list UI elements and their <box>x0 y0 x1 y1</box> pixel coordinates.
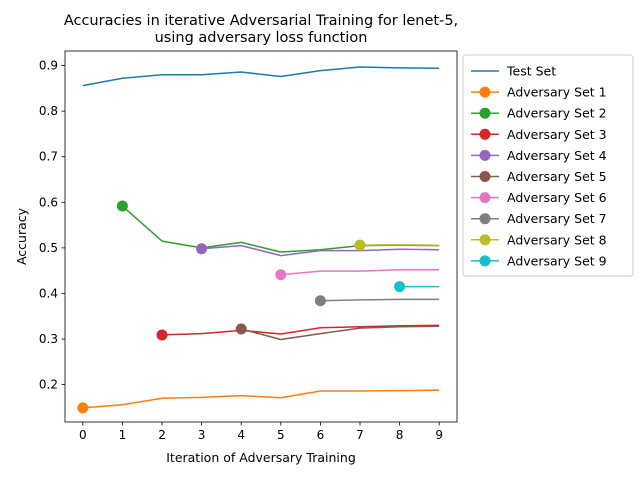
series-line <box>241 325 440 341</box>
x-tick-label: 2 <box>158 428 166 442</box>
legend-label: Adversary Set 9 <box>507 253 607 268</box>
axes: 0 1 2 3 4 5 6 7 8 9 0.2 0.3 0.4 0.5 0.6 0.7 0.8 0.9 Iterat… <box>14 50 458 465</box>
legend-swatch-marker <box>479 171 491 182</box>
legend-swatch-marker <box>479 255 491 267</box>
axes-frame <box>64 50 458 423</box>
x-tick-label: 9 <box>435 428 443 442</box>
x-tick-label: 0 <box>79 428 87 442</box>
y-axis-label: Accuracy <box>14 207 29 265</box>
series-start-marker <box>77 402 89 414</box>
series-start-marker <box>314 295 326 307</box>
y-tick-label: 0.8 <box>39 104 58 118</box>
y-tick-label: 0.6 <box>39 195 58 209</box>
x-tick-label: 6 <box>317 428 325 442</box>
legend-label: Adversary Set 7 <box>507 211 607 226</box>
series-start-marker <box>354 239 366 251</box>
y-tick-label: 0.2 <box>39 378 58 392</box>
chart-title-line: using adversary loss function <box>155 30 368 46</box>
series-start-marker <box>156 329 168 341</box>
legend-label: Adversary Set 6 <box>507 190 607 205</box>
series-line <box>320 298 440 302</box>
series-line <box>280 269 440 276</box>
series-start-marker <box>196 243 208 255</box>
x-tick-label: 4 <box>237 428 245 442</box>
legend-label: Adversary Set 4 <box>507 148 607 163</box>
x-tick-label: 8 <box>396 428 404 442</box>
legend-box <box>462 54 634 277</box>
x-tick-label: 5 <box>277 428 285 442</box>
legend-swatch-marker <box>479 128 491 140</box>
legend-swatch-marker <box>479 234 491 246</box>
legend-swatch-marker <box>479 149 491 161</box>
y-tick-label: 0.3 <box>39 332 58 346</box>
series-start-marker <box>394 281 406 293</box>
legend-swatch-marker <box>479 213 491 225</box>
series-line <box>82 66 440 87</box>
chart-title: Accuracies in iterative Adversarial Trai… <box>64 13 458 46</box>
x-tick-label: 3 <box>198 428 206 442</box>
series-line <box>82 389 440 409</box>
series-line <box>359 243 440 246</box>
legend-swatch-marker <box>479 192 491 204</box>
legend-label: Adversary Set 5 <box>507 169 607 184</box>
legend-label: Adversary Set 3 <box>507 127 607 142</box>
series-line <box>161 324 440 336</box>
legend-swatch-marker <box>479 107 491 119</box>
plot-area <box>77 66 440 414</box>
y-tick-label: 0.9 <box>39 59 58 73</box>
series-start-marker <box>235 323 247 335</box>
legend-label: Test Set <box>506 64 556 79</box>
y-tick-label: 0.5 <box>39 241 58 255</box>
x-axis-label: Iteration of Adversary Training <box>166 450 356 465</box>
y-tick-label: 0.7 <box>39 150 58 164</box>
legend-label: Adversary Set 2 <box>507 106 607 121</box>
chart-title-line: Accuracies in iterative Adversarial Trai… <box>64 13 458 29</box>
series-line <box>201 244 440 257</box>
series-start-marker <box>116 200 128 212</box>
legend-swatch-marker <box>479 86 491 98</box>
y-tick-label: 0.4 <box>39 286 58 300</box>
x-tick-label: 7 <box>356 428 364 442</box>
legend: Test Set Adversary Set 1 Adversary Set 2 Ad… <box>462 54 634 277</box>
series-start-marker <box>275 269 287 281</box>
x-tick-label: 1 <box>119 428 127 442</box>
legend-label: Adversary Set 1 <box>507 85 607 100</box>
legend-label: Adversary Set 8 <box>507 232 607 247</box>
